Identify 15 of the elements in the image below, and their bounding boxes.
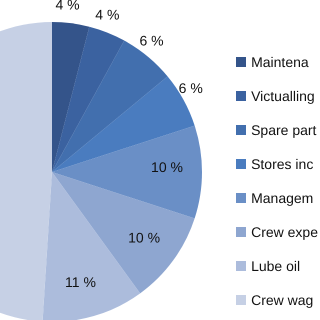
data-label: 10 % <box>128 230 160 246</box>
legend-label: Managem <box>251 190 314 206</box>
legend-label: Spare part <box>251 122 316 138</box>
legend-label: Victualling <box>251 88 315 104</box>
legend-label: Stores inc <box>251 156 314 172</box>
data-label: 6 % <box>139 32 164 49</box>
data-label: 11 % <box>65 274 96 290</box>
data-label: 10 % <box>151 159 183 175</box>
legend-label: Crew expe <box>251 224 318 240</box>
legend-label: Maintena <box>251 54 309 70</box>
data-label: 4 % <box>55 0 80 12</box>
legend-label: Crew wag <box>251 292 314 308</box>
legend-label: Lube oil <box>251 258 300 274</box>
data-label: 6 % <box>178 80 203 96</box>
data-label: 4 % <box>95 6 120 23</box>
